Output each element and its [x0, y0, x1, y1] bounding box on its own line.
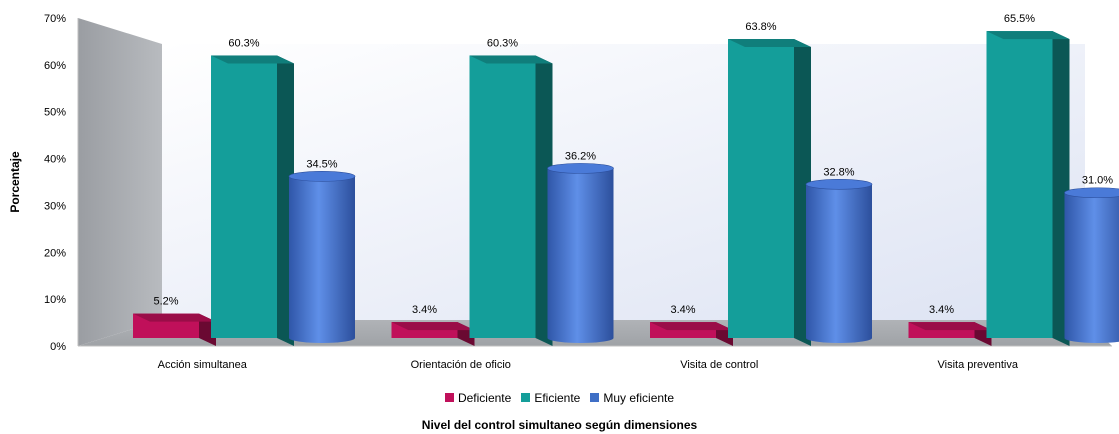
- y-tick-label: 30%: [44, 200, 66, 212]
- legend-label: Eficiente: [534, 391, 581, 405]
- side-wall: [78, 18, 162, 346]
- category-label: Visita preventiva: [937, 359, 1018, 371]
- bar-top: [908, 322, 992, 331]
- y-tick-label: 70%: [44, 13, 66, 25]
- category-label: Orientación de oficio: [411, 359, 511, 371]
- bar-top: [1064, 187, 1119, 199]
- bar-top: [133, 313, 216, 322]
- bar-top: [469, 55, 553, 64]
- y-tick-label: 10%: [44, 294, 66, 306]
- data-label: 34.5%: [306, 158, 337, 170]
- legend-label: Muy eficiente: [603, 391, 675, 405]
- data-label: 31.0%: [1082, 175, 1113, 187]
- data-label: 3.4%: [670, 304, 695, 316]
- bar: [986, 31, 1053, 338]
- category-labels: Acción simultanea Orientación de oficio Vi…: [158, 359, 1019, 371]
- bars: [133, 31, 1119, 347]
- data-label: 60.3%: [228, 37, 259, 49]
- bar: [289, 176, 355, 343]
- data-label: 5.2%: [153, 296, 178, 308]
- y-axis-title: Porcentaje: [8, 151, 22, 213]
- category-label: Visita de control: [680, 359, 758, 371]
- bar: [728, 39, 794, 339]
- data-label: 60.3%: [487, 37, 518, 49]
- legend: Deficiente Eficiente Muy eficiente: [0, 391, 1119, 405]
- legend-item: Eficiente: [521, 391, 580, 405]
- data-label: 36.2%: [565, 150, 596, 162]
- data-label: 3.4%: [412, 304, 437, 316]
- y-tick-label: 60%: [44, 60, 66, 72]
- legend-label: Deficiente: [457, 391, 512, 405]
- data-label: 32.8%: [823, 166, 854, 178]
- legend-swatch: [521, 393, 531, 402]
- y-tick-label: 0%: [50, 341, 66, 353]
- data-label: 3.4%: [929, 304, 954, 316]
- bar-top: [391, 322, 475, 331]
- bar-top: [805, 179, 873, 190]
- bar-top: [650, 322, 733, 331]
- bar: [211, 55, 277, 339]
- data-label: 65.5%: [1004, 13, 1035, 25]
- y-tick-label: 20%: [44, 247, 66, 259]
- bar-top: [728, 39, 811, 48]
- bar: [469, 55, 536, 339]
- y-tick-labels: 0% 10% 20% 30% 40% 50% 60% 70%: [44, 13, 66, 353]
- bar-top: [986, 31, 1070, 40]
- legend-item: Muy eficiente: [590, 391, 674, 405]
- data-labels: 5.2% 60.3% 34.5% 3.4% 60.3% 36.2% 3.4% 63.8% 32.…: [153, 13, 1113, 316]
- y-tick-label: 50%: [44, 107, 66, 119]
- y-tick-label: 40%: [44, 154, 66, 166]
- legend-swatch: [444, 393, 454, 402]
- bar: [547, 168, 614, 343]
- legend-item: Deficiente: [444, 391, 512, 405]
- data-label: 63.8%: [745, 21, 776, 33]
- legend-swatch: [590, 393, 600, 402]
- bar-top: [288, 171, 356, 182]
- category-label: Acción simultanea: [158, 359, 248, 371]
- bar: [1064, 192, 1119, 343]
- x-axis-title: Nivel del control simultaneo según dimen…: [421, 418, 698, 432]
- bar-top: [211, 55, 294, 64]
- bar-top: [547, 163, 614, 174]
- bar: [806, 184, 872, 343]
